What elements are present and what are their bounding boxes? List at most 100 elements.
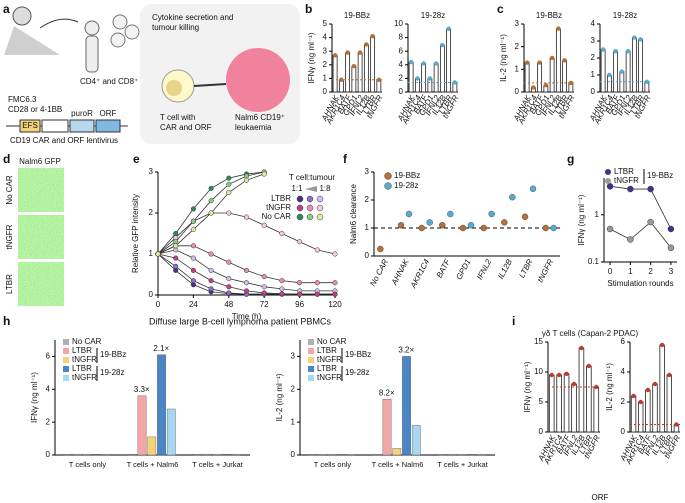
bar [212,453,222,456]
line-point [226,175,232,181]
chart-title: 19-BBz [536,11,562,20]
y-axis-label: IFNγ (ng ml⁻¹) [523,361,532,412]
bar [363,44,369,93]
bar-point [607,72,612,78]
bar-point [645,387,651,393]
y-tick-label: 2 [291,384,296,393]
bar [346,454,356,456]
y-tick-label: 2 [621,397,626,406]
legend-swatch [308,357,314,363]
chart-title: 19-28z [421,11,445,20]
line-point [627,185,634,193]
diagram-label: FMC6.3 [8,95,37,104]
x-tick-label: 48 [224,300,233,309]
y-tick-label: 2 [323,60,328,69]
legend-swatch [306,195,314,203]
bar-point [345,50,350,55]
line-point [226,181,232,187]
bar [666,374,672,433]
line-point [226,290,232,296]
bar-point [674,422,679,427]
line-point [208,210,214,216]
y-tick-label: 2 [365,195,370,204]
bar-point [631,393,636,399]
line-point [173,263,179,269]
line-point [190,278,196,284]
chart-title: Diffuse large B-cell lymphoma patient PB… [149,316,331,326]
bar [351,65,357,93]
bar [638,401,644,433]
y-tick-label: 3 [365,167,370,176]
line-point [297,239,303,245]
dot [439,221,446,229]
dot [397,221,405,229]
bar-point [370,34,375,39]
legend-swatch [306,204,314,212]
image-title: Nalm6 GFP [19,157,61,166]
bar [337,454,346,456]
panel-label: e [133,152,140,166]
bar [625,50,631,93]
diagram-label: Cytokine secretion and [152,13,233,22]
bar [476,454,486,456]
y-tick-label: 0.1 [588,257,600,266]
legend-swatch [308,375,314,381]
dot [529,185,537,193]
y-tick-label: 3 [149,167,154,176]
line [610,185,672,230]
legend-swatch [296,213,304,221]
bar [524,62,530,93]
x-tick-label: 0 [608,267,613,276]
legend-label: tNGFR [317,355,342,364]
image-row-label: tNGFR [5,224,14,249]
bar [345,52,351,93]
bar [166,408,176,456]
x-tick-label: 3 [669,267,674,276]
annotation: 8.2× [379,388,395,397]
legend-swatch [63,339,69,345]
legend-swatch [63,348,69,354]
legend-label: LTBR [614,167,634,176]
bar-point [549,55,555,61]
bar-point [613,49,618,54]
x-tick-label: LTBR [517,258,534,280]
line-point [208,185,214,191]
line-point [173,243,179,249]
legend-swatch [316,204,324,212]
line-point [667,244,675,252]
diagram-label: CD19 CAR and ORF lentivirus [10,136,118,145]
person-icon [85,35,99,73]
bar [137,395,147,456]
bar-point [579,345,584,351]
bar [408,61,414,93]
cell-icon [124,24,140,40]
line-point [261,290,267,296]
bar [127,453,137,456]
dot [480,224,487,232]
bar [370,35,376,93]
y-tick-label: 15 [534,337,543,346]
dot [542,224,549,232]
x-tick-label: 24 [189,300,198,309]
y-tick-label: 4 [323,33,328,42]
y-axis-label: IL-2 (ng ml⁻¹) [605,363,614,411]
line [609,221,672,249]
legend-group: 19-BBz [345,350,371,359]
bar [638,38,644,93]
line-point [190,267,196,273]
line-point [190,226,196,232]
x-tick-label: T cells + Nalm6 [372,460,424,469]
bar-point [644,79,650,85]
dot [521,213,529,221]
x-tick-label: 1 [628,267,633,276]
diagram-label: EFS [22,121,38,130]
x-tick-label: 2 [648,267,653,276]
virus-beam [4,26,60,55]
dot [377,245,384,253]
line-point [297,280,303,286]
diagram-label: leukaemia [235,123,272,132]
bar [467,454,476,456]
x-tick-label: 96 [295,300,304,309]
panel-label: i [512,314,515,328]
legend-label: tNGFR [614,176,639,185]
